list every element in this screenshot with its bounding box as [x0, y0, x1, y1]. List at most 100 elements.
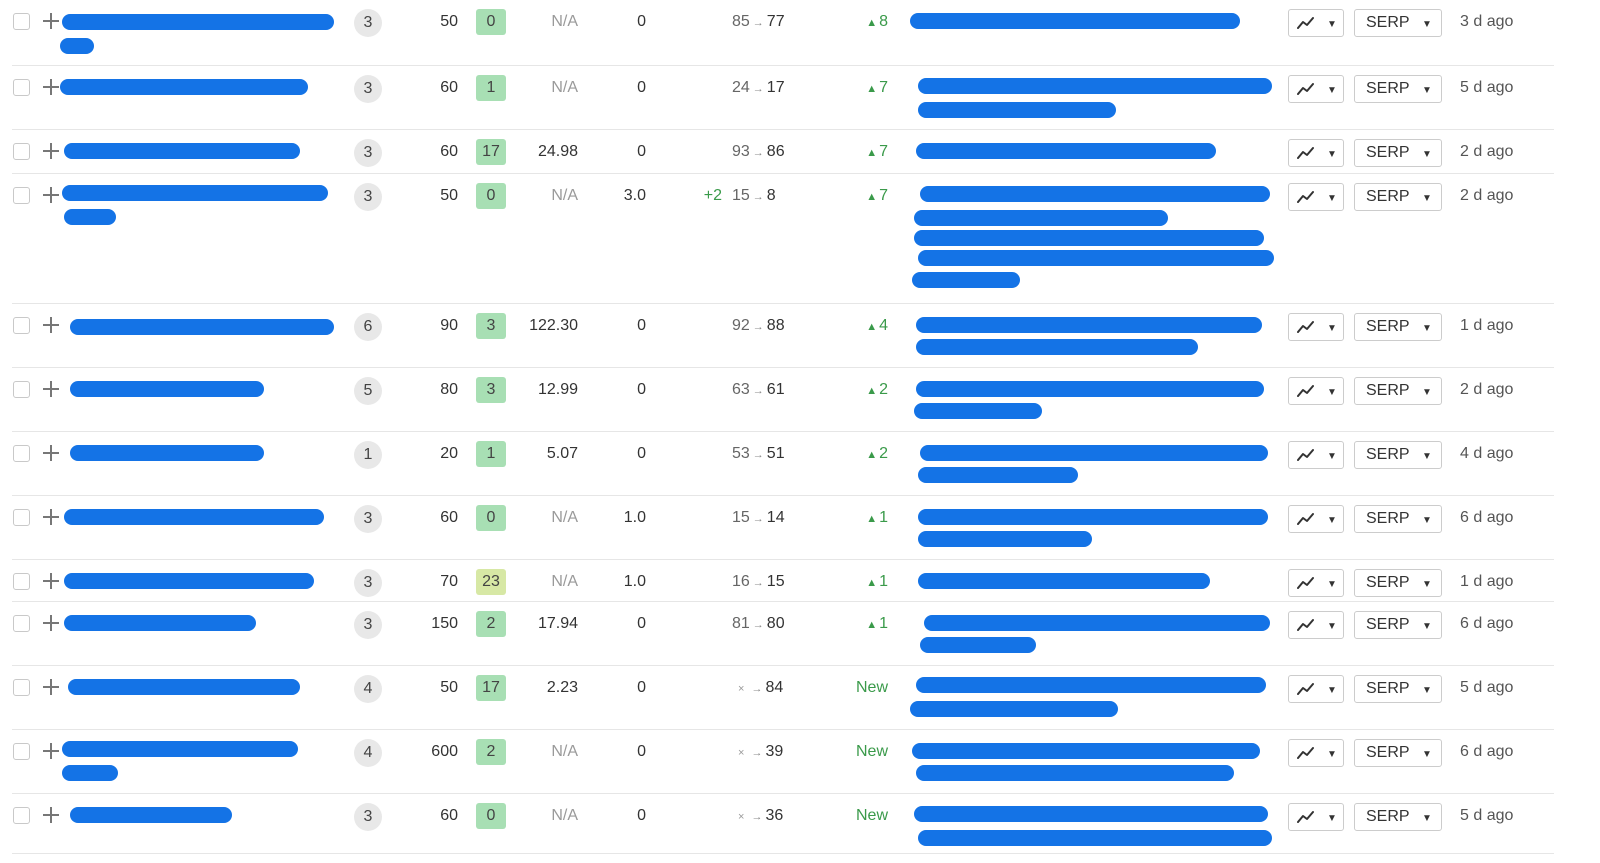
serp-features-count[interactable]: 4: [354, 739, 382, 767]
position-change: 81 → 80: [732, 615, 804, 633]
arrow-right-icon: →: [751, 811, 763, 823]
row-checkbox[interactable]: [13, 79, 30, 96]
redacted-url: [914, 403, 1042, 419]
position-delta: ▲ 1: [848, 573, 888, 591]
serp-dropdown-button[interactable]: SERP ▼: [1354, 139, 1442, 167]
search-volume: 20: [440, 445, 458, 462]
add-icon[interactable]: [41, 805, 61, 825]
row-checkbox[interactable]: [13, 573, 30, 590]
add-icon[interactable]: [41, 443, 61, 463]
serp-button-label: SERP: [1366, 744, 1410, 761]
serp-features-count[interactable]: 3: [354, 75, 382, 103]
add-icon[interactable]: [41, 185, 61, 205]
position-delta: New: [848, 807, 888, 825]
add-icon[interactable]: [41, 11, 61, 31]
arrow-right-icon: →: [752, 147, 764, 159]
triangle-up-icon: ▲: [866, 83, 878, 95]
serp-dropdown-button[interactable]: SERP ▼: [1354, 377, 1442, 405]
chart-dropdown-button[interactable]: ▼: [1288, 505, 1344, 533]
row-checkbox[interactable]: [13, 743, 30, 760]
row-checkbox[interactable]: [13, 615, 30, 632]
serp-dropdown-button[interactable]: SERP ▼: [1354, 75, 1442, 103]
row-checkbox[interactable]: [13, 317, 30, 334]
chart-dropdown-button[interactable]: ▼: [1288, 611, 1344, 639]
position-to: 8: [766, 187, 776, 204]
position-change: 15 → 14: [732, 509, 804, 527]
position-to: 84: [765, 679, 784, 696]
serp-dropdown-button[interactable]: SERP ▼: [1354, 569, 1442, 597]
serp-features-count[interactable]: 6: [354, 313, 382, 341]
triangle-up-icon: ▲: [866, 513, 878, 525]
row-checkbox[interactable]: [13, 445, 30, 462]
redacted-url: [912, 272, 1020, 288]
traffic-value: 1.0: [623, 573, 646, 590]
row-checkbox[interactable]: [13, 381, 30, 398]
serp-features-count[interactable]: 1: [354, 441, 382, 469]
last-updated: 1 d ago: [1460, 317, 1514, 334]
serp-button-label: SERP: [1366, 80, 1410, 97]
row-checkbox[interactable]: [13, 187, 30, 204]
chevron-down-icon: ▼: [1422, 19, 1432, 30]
table-row: 3 60 0 N/A 1.0 15 → 14 ▲ 1 ▼ SERP ▼ 6 d ago: [12, 496, 1554, 560]
position-delta-value: 7: [879, 79, 888, 96]
chevron-down-icon: ▼: [1327, 193, 1337, 204]
last-updated: 2 d ago: [1460, 187, 1514, 204]
chart-dropdown-button[interactable]: ▼: [1288, 377, 1344, 405]
chart-dropdown-button[interactable]: ▼: [1288, 139, 1344, 167]
add-icon[interactable]: [41, 315, 61, 335]
arrow-right-icon: →: [752, 83, 764, 95]
chart-dropdown-button[interactable]: ▼: [1288, 9, 1344, 37]
triangle-up-icon: ▲: [866, 147, 878, 159]
row-checkbox[interactable]: [13, 509, 30, 526]
serp-dropdown-button[interactable]: SERP ▼: [1354, 611, 1442, 639]
add-icon[interactable]: [41, 507, 61, 527]
serp-dropdown-button[interactable]: SERP ▼: [1354, 739, 1442, 767]
serp-features-count[interactable]: 4: [354, 675, 382, 703]
cpc-value: 2.23: [546, 679, 578, 696]
redacted-keyword: [68, 679, 300, 695]
row-checkbox[interactable]: [13, 143, 30, 160]
add-icon[interactable]: [41, 379, 61, 399]
serp-dropdown-button[interactable]: SERP ▼: [1354, 441, 1442, 469]
chart-dropdown-button[interactable]: ▼: [1288, 313, 1344, 341]
add-icon[interactable]: [41, 571, 61, 591]
add-icon[interactable]: [41, 141, 61, 161]
chart-dropdown-button[interactable]: ▼: [1288, 183, 1344, 211]
serp-dropdown-button[interactable]: SERP ▼: [1354, 803, 1442, 831]
position-delta-value: New: [855, 743, 888, 760]
redacted-url: [924, 615, 1270, 631]
serp-dropdown-button[interactable]: SERP ▼: [1354, 313, 1442, 341]
chevron-down-icon: ▼: [1327, 813, 1337, 824]
add-icon[interactable]: [41, 741, 61, 761]
serp-dropdown-button[interactable]: SERP ▼: [1354, 505, 1442, 533]
chart-dropdown-button[interactable]: ▼: [1288, 441, 1344, 469]
chart-dropdown-button[interactable]: ▼: [1288, 739, 1344, 767]
add-icon[interactable]: [41, 677, 61, 697]
serp-dropdown-button[interactable]: SERP ▼: [1354, 9, 1442, 37]
row-checkbox[interactable]: [13, 13, 30, 30]
chart-dropdown-button[interactable]: ▼: [1288, 569, 1344, 597]
position-delta: ▲ 1: [848, 615, 888, 633]
serp-features-count[interactable]: 3: [354, 183, 382, 211]
position-delta-value: 1: [879, 509, 888, 526]
serp-features-count[interactable]: 3: [354, 9, 382, 37]
serp-dropdown-button[interactable]: SERP ▼: [1354, 675, 1442, 703]
serp-features-count[interactable]: 3: [354, 611, 382, 639]
serp-features-count[interactable]: 3: [354, 803, 382, 831]
position-change: 16 → 15: [732, 573, 804, 591]
chart-dropdown-button[interactable]: ▼: [1288, 75, 1344, 103]
serp-features-count[interactable]: 5: [354, 377, 382, 405]
serp-features-count[interactable]: 3: [354, 569, 382, 597]
add-icon[interactable]: [41, 613, 61, 633]
trend-chart-icon: [1297, 513, 1314, 525]
row-checkbox[interactable]: [13, 807, 30, 824]
serp-dropdown-button[interactable]: SERP ▼: [1354, 183, 1442, 211]
serp-features-count[interactable]: 3: [354, 139, 382, 167]
row-checkbox[interactable]: [13, 679, 30, 696]
add-icon[interactable]: [41, 77, 61, 97]
serp-features-count[interactable]: 3: [354, 505, 382, 533]
trend-chart-icon: [1297, 577, 1314, 589]
arrow-right-icon: →: [752, 385, 764, 397]
chart-dropdown-button[interactable]: ▼: [1288, 803, 1344, 831]
chart-dropdown-button[interactable]: ▼: [1288, 675, 1344, 703]
